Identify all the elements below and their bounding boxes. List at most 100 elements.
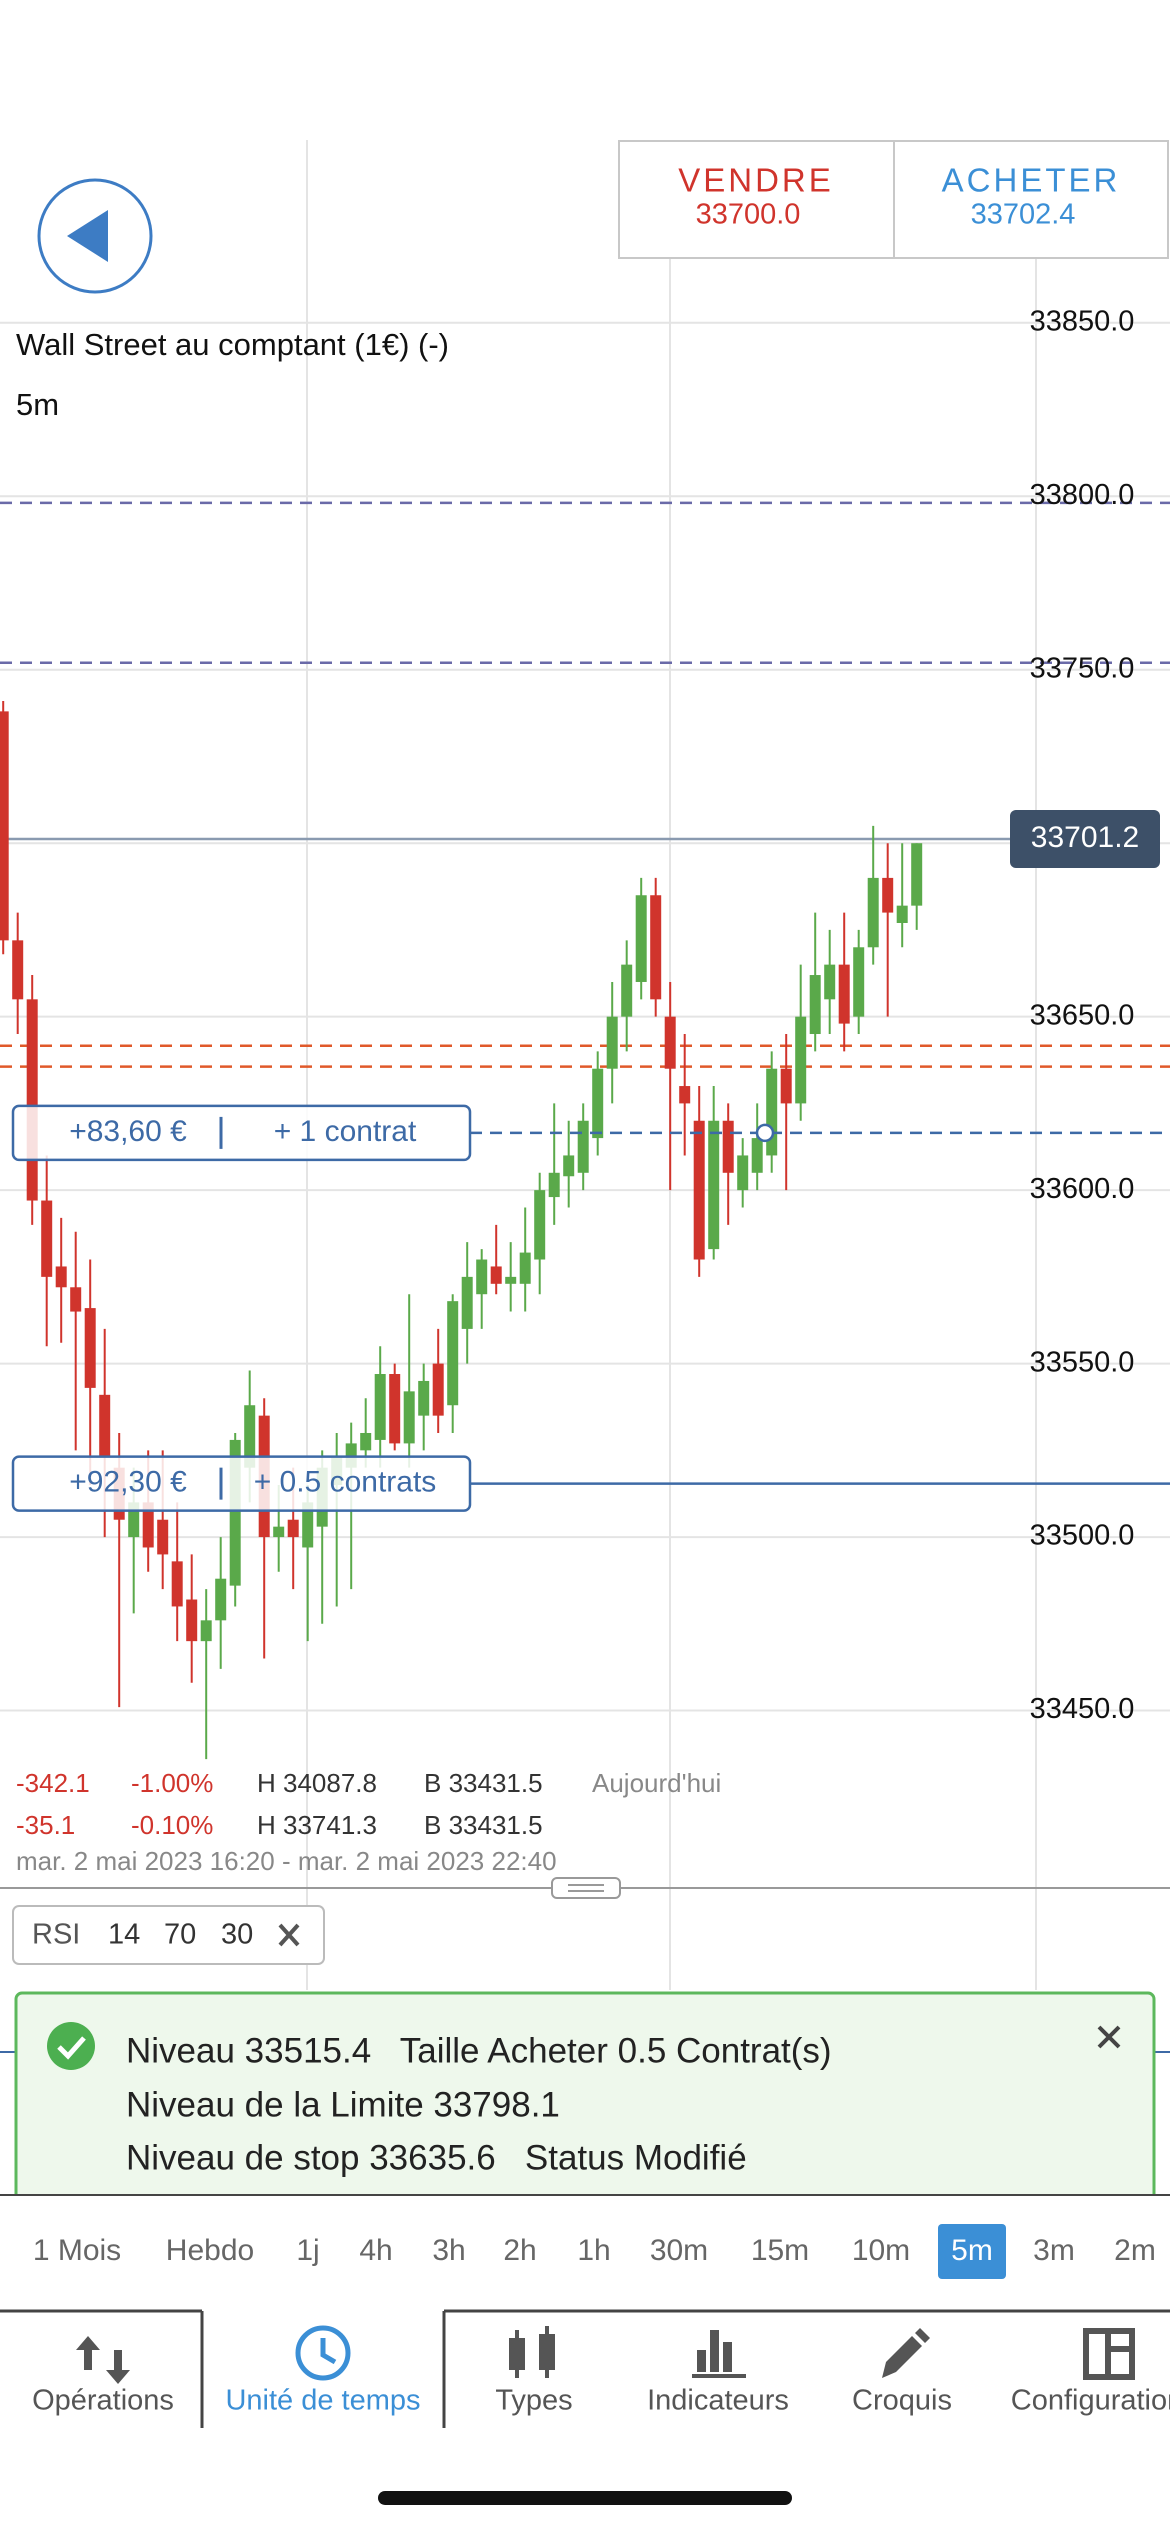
y-tick-label: 33550.0 <box>1030 1346 1135 1378</box>
timeframes: 1 Mois Hebdo 1j 4h 3h 2h 1h 30m 15m 10m 5m 3m 2m <box>33 2224 1156 2279</box>
candle-body <box>693 1120 705 1260</box>
timeframe-option[interactable]: 5m <box>951 2234 993 2267</box>
date-range: mar. 2 mai 2023 16:20 - mar. 2 mai 2023 … <box>16 1846 557 1876</box>
candle-body <box>853 947 865 1017</box>
candle-body <box>708 1120 720 1250</box>
tab-label[interactable]: Unité de temps <box>225 2385 420 2417</box>
timeframe-option[interactable]: 10m <box>852 2234 910 2267</box>
grid <box>0 140 1170 1990</box>
indicator-param: 70 <box>164 1919 196 1951</box>
candle-body <box>447 1301 459 1406</box>
timeframe-option[interactable]: 3m <box>1033 2234 1075 2267</box>
current-price-label: 33701.2 <box>1031 821 1139 854</box>
icon-types <box>545 2326 549 2378</box>
candle-body <box>215 1578 227 1621</box>
candle-body <box>548 1172 560 1198</box>
timeframe-option[interactable]: 1j <box>296 2234 319 2267</box>
candle-body <box>780 1068 792 1104</box>
notification-line: Niveau de la Limite 33798.1 <box>126 2085 560 2124</box>
candle-body <box>273 1526 285 1538</box>
remove-icon[interactable] <box>278 1923 300 1947</box>
tab-label[interactable]: Types <box>495 2385 572 2417</box>
buy-price: 33702.4 <box>971 199 1076 231</box>
indicator-chip[interactable]: RSI 14 70 30 <box>12 1905 325 1965</box>
icon-sketch <box>882 2328 930 2378</box>
candle-body <box>244 1405 256 1468</box>
candle-body <box>461 1276 473 1329</box>
tabs: Opérations Unité de temps Types Indicateurs… <box>32 2385 1170 2417</box>
position-handle[interactable] <box>755 1123 775 1143</box>
candle-body <box>679 1086 691 1104</box>
timeframe-option[interactable]: 1 Mois <box>33 2234 121 2267</box>
candle-body <box>577 1120 589 1173</box>
timeframe-option[interactable]: 2h <box>503 2234 536 2267</box>
stat-percent: -0.10% <box>131 1810 213 1840</box>
check-mark <box>57 2036 86 2060</box>
candle-body <box>0 711 9 941</box>
icon-operations <box>76 2336 130 2384</box>
indicator-param: 14 <box>108 1919 140 1951</box>
buy-label: ACHETER <box>942 162 1121 199</box>
candle-body <box>882 877 894 913</box>
candle-body <box>606 1016 618 1069</box>
y-tick-label: 33450.0 <box>1030 1693 1135 1725</box>
back-arrow <box>67 210 108 262</box>
tab-label[interactable]: Configuration <box>1011 2385 1170 2417</box>
tab-label[interactable]: Indicateurs <box>647 2385 789 2417</box>
timeframe-option[interactable]: 4h <box>359 2234 392 2267</box>
timeframe-label: 5m <box>16 387 59 422</box>
icon-config <box>1083 2328 1135 2380</box>
buy-button[interactable]: ACHETER 33702.4 <box>942 162 1121 231</box>
candle-body <box>12 940 24 1000</box>
candle-body <box>809 975 821 1035</box>
timeframe-option[interactable]: 30m <box>650 2234 708 2267</box>
candles <box>0 700 923 1760</box>
timeframe-option[interactable]: 15m <box>751 2234 809 2267</box>
handle <box>551 1877 621 1899</box>
candle-body <box>55 1266 67 1288</box>
instrument-name: Wall Street au comptant (1€) (-) <box>16 327 449 362</box>
candle-body <box>403 1391 415 1444</box>
candle-body <box>867 877 879 948</box>
timeframe-option[interactable]: 2m <box>1114 2234 1156 2267</box>
timeframe-option[interactable]: 3h <box>432 2234 465 2267</box>
timeframe-option[interactable]: 1h <box>577 2234 610 2267</box>
resize-handle[interactable] <box>551 1877 621 1899</box>
notification: Niveau 33515.4 Taille Acheter 0.5 Contra… <box>14 1991 1156 2205</box>
position[interactable]: +92,30 € + 0.5 contrats <box>11 1455 1170 1512</box>
candle-body <box>70 1287 82 1312</box>
stat-high: H 33741.3 <box>257 1810 377 1840</box>
tab-label[interactable]: Croquis <box>852 2385 952 2417</box>
timeframe-selected <box>938 2224 1006 2279</box>
current-price-tag <box>1010 810 1160 869</box>
candle-body <box>650 895 662 1000</box>
indicator-name: RSI <box>32 1919 80 1951</box>
candle-body <box>737 1155 749 1191</box>
close-icon[interactable] <box>1097 2025 1121 2049</box>
labels: 33450.033500.033550.033600.033650.033700… <box>11 305 1170 1725</box>
candle-body <box>302 1502 314 1548</box>
candle-body <box>621 964 633 1017</box>
stat-change: -342.1 <box>16 1768 90 1798</box>
position-size: + 0.5 contrats <box>254 1466 437 1499</box>
icon-clock <box>295 2325 351 2381</box>
icon-indicators <box>692 2374 746 2378</box>
candle-body <box>563 1155 575 1177</box>
y-tick-label: 33500.0 <box>1030 1520 1135 1552</box>
candle-body <box>171 1561 183 1607</box>
position-pnl: +92,30 € <box>69 1466 187 1499</box>
candle-body <box>157 1519 169 1555</box>
candle-body <box>476 1259 488 1295</box>
position[interactable]: +83,60 € + 1 contrat <box>11 1104 1170 1162</box>
sell-button[interactable]: VENDRE 33700.0 <box>678 162 834 231</box>
candle-body <box>374 1374 386 1440</box>
candle-body <box>824 964 836 1000</box>
stat-change: -35.1 <box>16 1810 75 1840</box>
stats: -342.1 -1.00% H 34087.8 B 33431.5 Aujour… <box>16 1768 721 1876</box>
candle-body <box>751 1138 763 1173</box>
tab-label[interactable]: Opérations <box>32 2385 174 2417</box>
timeframe-option[interactable]: Hebdo <box>166 2234 254 2267</box>
back-button[interactable] <box>37 178 153 294</box>
candle-body <box>722 1120 734 1173</box>
